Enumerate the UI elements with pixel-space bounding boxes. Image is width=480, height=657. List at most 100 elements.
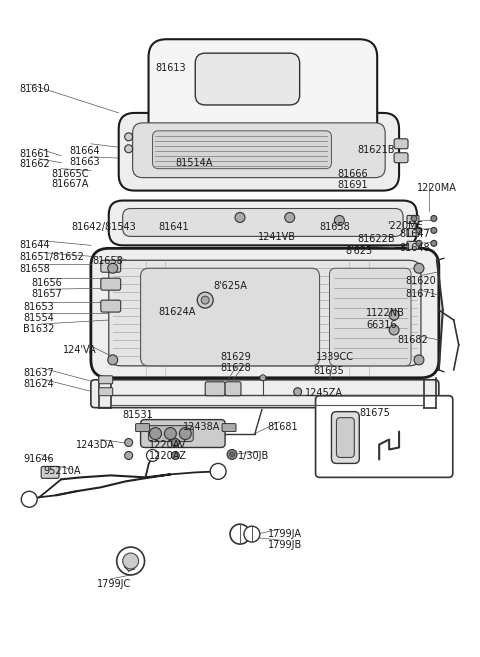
Text: 81613: 81613 — [156, 63, 186, 73]
FancyBboxPatch shape — [394, 152, 408, 163]
Circle shape — [171, 438, 180, 447]
Text: 81665C: 81665C — [51, 169, 89, 179]
Circle shape — [117, 547, 144, 575]
FancyBboxPatch shape — [225, 382, 241, 396]
Circle shape — [431, 227, 437, 233]
Text: 81663: 81663 — [69, 157, 100, 167]
Text: 81642/81543: 81642/81543 — [71, 223, 136, 233]
Circle shape — [294, 388, 301, 396]
Circle shape — [21, 491, 37, 507]
Text: 81658: 81658 — [320, 223, 350, 233]
Circle shape — [210, 463, 226, 480]
FancyBboxPatch shape — [109, 260, 421, 366]
Text: 1220AV: 1220AV — [148, 440, 186, 449]
FancyBboxPatch shape — [101, 300, 120, 312]
Text: 124'VA: 124'VA — [63, 345, 96, 355]
Circle shape — [416, 227, 422, 233]
Text: 1799JA: 1799JA — [268, 529, 302, 539]
FancyBboxPatch shape — [91, 248, 439, 378]
Text: 1799JB: 1799JB — [268, 540, 302, 550]
Text: 1241VB: 1241VB — [258, 233, 296, 242]
Text: 81657: 81657 — [31, 289, 62, 299]
Circle shape — [335, 215, 344, 225]
Text: 81644: 81644 — [19, 240, 50, 250]
Circle shape — [108, 263, 118, 273]
Text: 81531: 81531 — [123, 410, 154, 420]
Text: 81647: 81647 — [399, 229, 430, 239]
Circle shape — [201, 296, 209, 304]
Circle shape — [244, 526, 260, 542]
FancyBboxPatch shape — [41, 466, 59, 478]
FancyBboxPatch shape — [119, 113, 399, 191]
FancyBboxPatch shape — [148, 39, 377, 141]
Text: 81653: 81653 — [23, 302, 54, 312]
Circle shape — [229, 452, 235, 457]
Text: 1245ZA: 1245ZA — [305, 388, 343, 397]
FancyBboxPatch shape — [329, 268, 411, 366]
FancyBboxPatch shape — [153, 131, 332, 169]
Text: 81621B: 81621B — [357, 145, 395, 155]
FancyBboxPatch shape — [109, 200, 417, 245]
FancyBboxPatch shape — [195, 53, 300, 105]
Text: 81620: 81620 — [405, 276, 436, 286]
Text: 81664: 81664 — [69, 146, 100, 156]
FancyBboxPatch shape — [141, 420, 225, 447]
Text: 1220AZ: 1220AZ — [148, 451, 187, 461]
Circle shape — [414, 355, 424, 365]
Circle shape — [171, 451, 180, 459]
FancyBboxPatch shape — [91, 380, 439, 407]
Text: 81624: 81624 — [23, 379, 54, 389]
Text: 1243DA: 1243DA — [76, 440, 115, 449]
FancyBboxPatch shape — [407, 229, 419, 237]
Text: 1220MA: 1220MA — [417, 183, 457, 193]
Circle shape — [197, 292, 213, 308]
Text: 1/30JB: 1/30JB — [238, 451, 269, 461]
FancyBboxPatch shape — [136, 424, 150, 432]
FancyBboxPatch shape — [141, 268, 320, 366]
Circle shape — [108, 355, 118, 365]
Circle shape — [125, 438, 132, 447]
Text: 81658: 81658 — [93, 256, 124, 266]
Text: 81629: 81629 — [220, 352, 251, 362]
Text: B1632: B1632 — [23, 324, 55, 334]
Text: 81682: 81682 — [397, 335, 428, 345]
FancyBboxPatch shape — [222, 424, 236, 432]
Text: 81656: 81656 — [31, 278, 62, 288]
FancyBboxPatch shape — [123, 208, 403, 237]
Text: 8'625A: 8'625A — [213, 281, 247, 291]
FancyBboxPatch shape — [99, 388, 113, 396]
Text: 81651/81652: 81651/81652 — [19, 252, 84, 262]
FancyBboxPatch shape — [407, 241, 419, 250]
FancyBboxPatch shape — [394, 139, 408, 148]
Circle shape — [260, 374, 266, 381]
Text: 1122NB: 1122NB — [366, 308, 405, 318]
Text: 81610: 81610 — [19, 84, 50, 94]
FancyBboxPatch shape — [336, 418, 354, 457]
Circle shape — [150, 428, 161, 440]
FancyBboxPatch shape — [148, 426, 193, 442]
Text: 12438A: 12438A — [183, 422, 221, 432]
FancyBboxPatch shape — [315, 396, 453, 478]
Circle shape — [431, 215, 437, 221]
Text: 81662: 81662 — [19, 159, 50, 169]
Circle shape — [411, 215, 417, 221]
Circle shape — [230, 524, 250, 544]
Circle shape — [227, 449, 237, 459]
Circle shape — [146, 449, 158, 461]
Text: 81675: 81675 — [360, 407, 390, 418]
Text: 81648: 81648 — [399, 243, 430, 254]
Text: 81635: 81635 — [313, 366, 344, 376]
FancyBboxPatch shape — [332, 412, 360, 463]
Text: 81628: 81628 — [220, 363, 251, 373]
Circle shape — [389, 310, 399, 320]
Text: 81667A: 81667A — [51, 179, 88, 189]
Text: 8'623: 8'623 — [346, 246, 372, 256]
Circle shape — [125, 133, 132, 141]
Text: 81691: 81691 — [337, 179, 368, 190]
Text: 1339CC: 1339CC — [315, 352, 354, 362]
Circle shape — [165, 428, 176, 440]
Circle shape — [285, 212, 295, 223]
Circle shape — [431, 240, 437, 246]
Text: 81681: 81681 — [268, 422, 299, 432]
Circle shape — [235, 212, 245, 223]
